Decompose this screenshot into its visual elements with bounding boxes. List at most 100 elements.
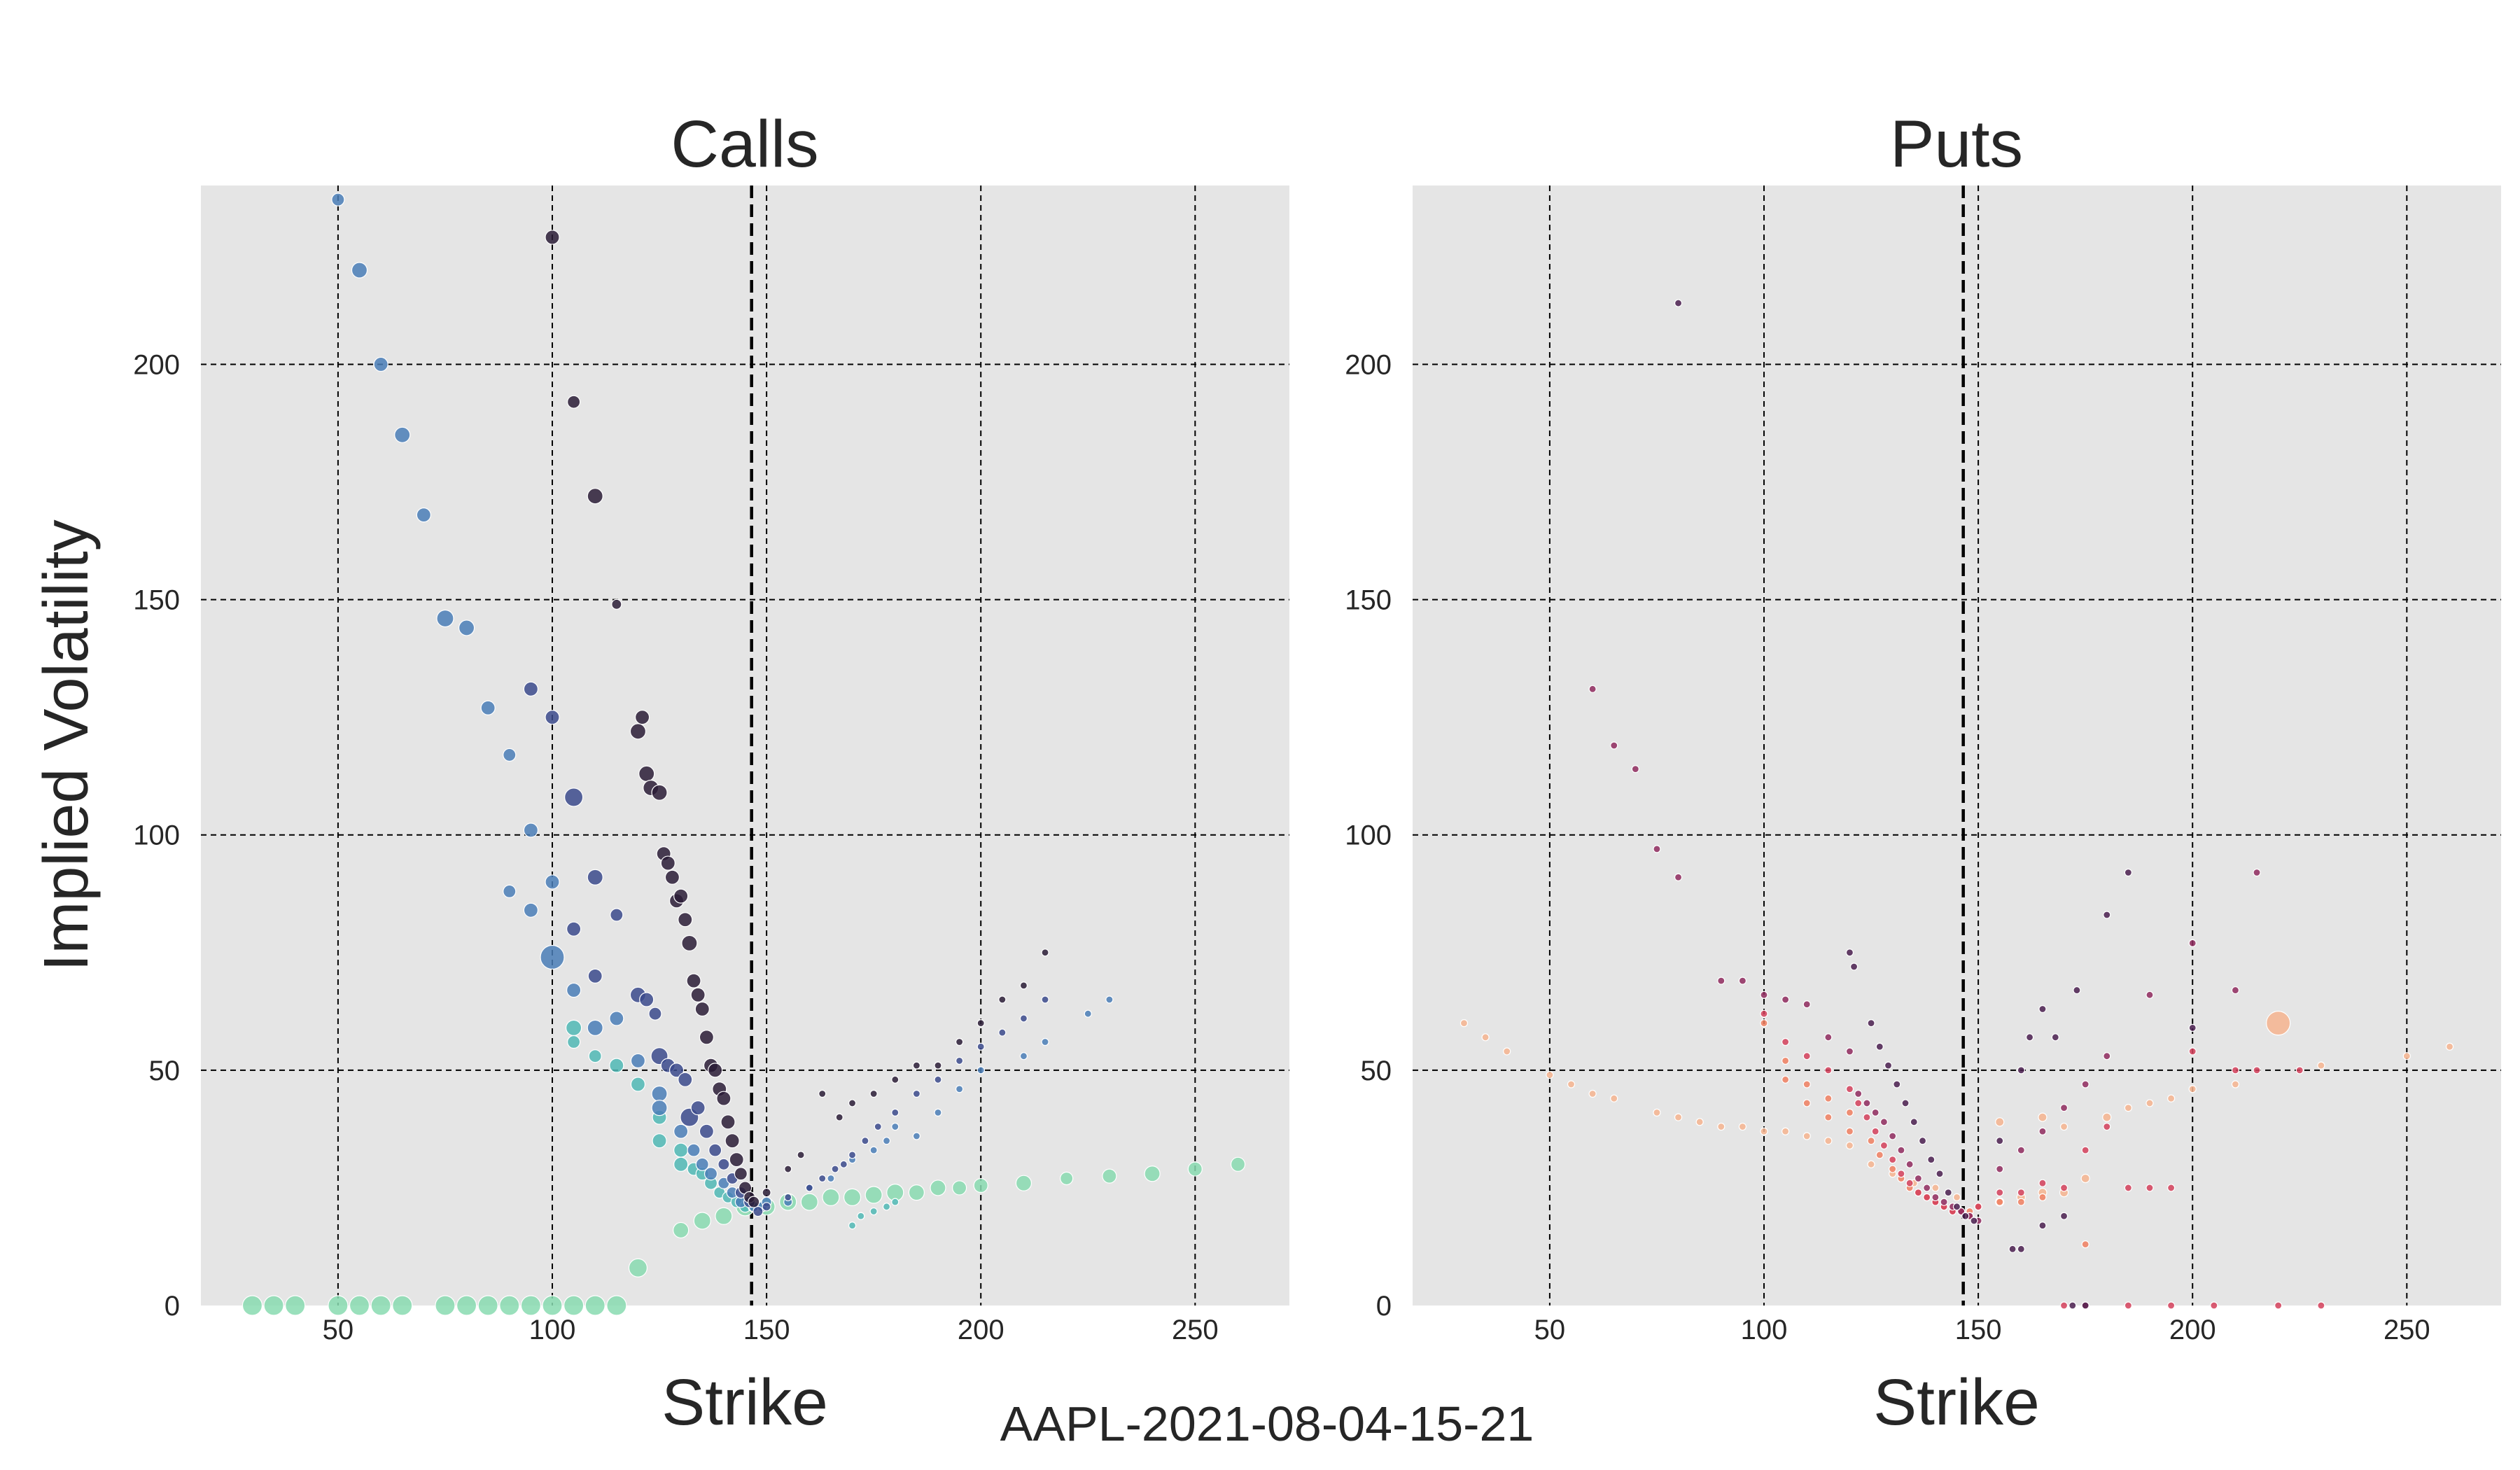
calls-data-point — [456, 1295, 477, 1316]
puts-data-point — [1610, 741, 1618, 750]
puts-data-point — [1782, 1037, 1790, 1046]
puts-xtick-label: 200 — [2169, 1315, 2216, 1345]
calls-data-point — [729, 1152, 744, 1168]
calls-data-point — [1230, 1156, 1246, 1172]
calls-points — [241, 192, 1246, 1316]
calls-panel: 50 100 150 200 250 0 50 100 150 200 Calls Strike — [133, 107, 1289, 1438]
calls-data-point — [848, 1222, 857, 1230]
calls-data-point — [673, 1142, 689, 1158]
calls-data-point — [668, 1063, 685, 1078]
puts-data-point — [1867, 1019, 1875, 1028]
calls-data-point — [263, 1295, 284, 1316]
calls-data-point — [638, 765, 655, 782]
puts-data-point — [2038, 1112, 2047, 1122]
calls-data-point — [912, 1061, 920, 1070]
calls-data-point — [523, 822, 538, 838]
calls-data-point — [955, 1056, 964, 1065]
calls-data-point — [587, 1019, 603, 1036]
puts-data-point — [1802, 1132, 1811, 1140]
y-axis-label: Implied Volatility — [31, 519, 102, 971]
calls-data-point — [241, 1295, 263, 1316]
calls-data-point — [891, 1075, 899, 1084]
puts-data-point — [2051, 1033, 2059, 1042]
calls-data-point — [540, 944, 565, 970]
calls-data-point — [331, 192, 345, 206]
calls-data-point — [564, 788, 584, 807]
calls-data-point — [503, 884, 517, 899]
calls-data-point — [708, 1063, 723, 1078]
puts-data-point — [1901, 1099, 1910, 1107]
puts-data-point — [1889, 1155, 1897, 1164]
calls-data-point — [629, 723, 647, 740]
calls-data-point — [1015, 1175, 1032, 1191]
puts-data-point — [1863, 1113, 1871, 1121]
calls-data-point — [912, 1132, 920, 1140]
calls-xtick-label: 250 — [1172, 1315, 1219, 1345]
calls-data-point — [874, 1122, 882, 1131]
calls-data-point — [651, 1100, 668, 1116]
calls-data-point — [609, 1011, 624, 1026]
calls-data-point — [748, 1196, 760, 1208]
puts-data-point — [1653, 845, 1661, 853]
calls-data-point — [839, 1160, 848, 1168]
calls-data-point — [784, 1193, 792, 1201]
puts-data-point — [2038, 1179, 2047, 1187]
puts-data-point — [2081, 1146, 2090, 1154]
calls-ytick-label: 150 — [133, 585, 180, 616]
puts-data-point — [1717, 1122, 1726, 1131]
puts-data-point — [2038, 1193, 2047, 1201]
puts-data-point — [2124, 868, 2132, 877]
puts-data-point — [1824, 1137, 1833, 1145]
puts-data-point — [2059, 1104, 2068, 1112]
puts-data-point — [2017, 1189, 2025, 1197]
calls-data-point — [908, 1184, 925, 1201]
calls-data-point — [587, 869, 603, 886]
calls-data-point — [857, 1212, 865, 1220]
puts-data-point — [2008, 1245, 2017, 1253]
puts-data-point — [1918, 1137, 1927, 1145]
calls-data-point — [634, 710, 650, 725]
calls-data-point — [973, 1177, 988, 1194]
calls-data-point — [976, 1042, 985, 1051]
puts-ytick-label: 50 — [1361, 1056, 1392, 1086]
puts-data-point — [2102, 1112, 2112, 1122]
puts-data-point — [1610, 1094, 1618, 1102]
calls-data-point — [704, 1167, 718, 1181]
puts-xtick-label: 150 — [1955, 1315, 2002, 1345]
puts-data-point — [1760, 1009, 1768, 1018]
puts-data-point — [1914, 1189, 1923, 1197]
puts-data-point — [1996, 1165, 2004, 1173]
calls-data-point — [639, 992, 654, 1007]
calls-data-point — [716, 1091, 732, 1106]
puts-xlabel: Strike — [1873, 1366, 2040, 1438]
calls-data-point — [1019, 981, 1028, 990]
calls-data-point — [861, 1137, 869, 1145]
puts-data-point — [1879, 1141, 1889, 1150]
puts-data-point — [2038, 1127, 2047, 1135]
puts-data-point — [1884, 1061, 1893, 1070]
puts-data-point — [1824, 1094, 1833, 1102]
puts-data-point — [2081, 1301, 2090, 1310]
puts-data-point — [1905, 1179, 1914, 1187]
calls-data-point — [373, 356, 388, 372]
calls-data-point — [848, 1151, 857, 1159]
puts-data-point — [1674, 299, 1683, 307]
calls-data-point — [520, 1295, 541, 1316]
puts-data-point — [1845, 948, 1854, 957]
puts-data-point — [2167, 1094, 2176, 1102]
puts-data-point — [2266, 1011, 2291, 1036]
puts-data-point — [1802, 1000, 1811, 1009]
puts-data-point — [1871, 1108, 1879, 1116]
puts-data-point — [2317, 1301, 2325, 1310]
puts-data-point — [2445, 1042, 2454, 1051]
puts-data-point — [1653, 1108, 1661, 1116]
calls-data-point — [349, 1295, 370, 1316]
calls-data-point — [673, 1156, 689, 1172]
puts-data-point — [1588, 685, 1597, 693]
calls-data-point — [285, 1295, 306, 1316]
calls-plot-area — [201, 186, 1289, 1306]
puts-data-point — [1944, 1189, 1952, 1197]
calls-ticks: 50 100 150 200 250 0 50 100 150 200 — [133, 349, 1218, 1345]
calls-data-point — [503, 748, 517, 762]
puts-data-point — [1717, 976, 1726, 985]
